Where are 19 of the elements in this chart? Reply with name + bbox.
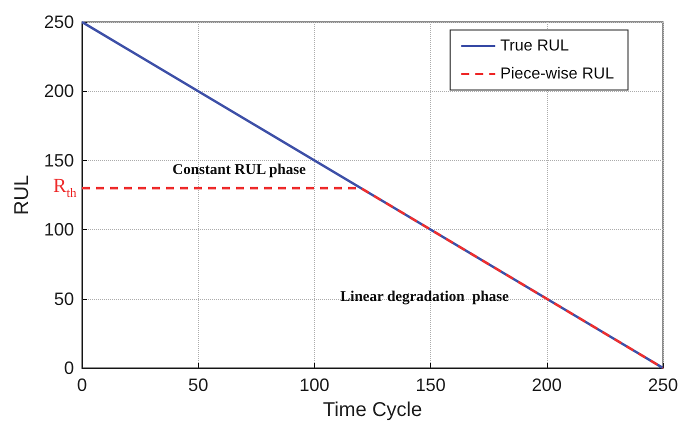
x-tick-label: 200	[532, 375, 562, 395]
text: R$_{th}$	[53, 174, 77, 201]
y-tick-label: 100	[44, 220, 74, 240]
x-tick-label: 250	[648, 375, 678, 395]
y-tick-label: 150	[44, 150, 74, 170]
y-tick-label: 200	[44, 81, 74, 102]
x-tick-label: 0	[76, 375, 88, 395]
y-tick-label: 50	[54, 288, 74, 309]
x-axis-title: Time Cycle	[322, 399, 422, 421]
y-tick-label: 0	[64, 358, 74, 378]
annotation: Linear degradation phase	[340, 288, 509, 306]
x-tick-label: 150	[416, 375, 446, 395]
annotation: Constant RUL phase	[172, 162, 306, 179]
x-tick-label: 100	[299, 375, 330, 395]
legend-label: True RUL	[500, 38, 570, 54]
y-tick-label: 250	[44, 12, 74, 32]
y-axis-title: RUL	[11, 174, 33, 216]
legend-label: Piece-wise RUL	[500, 66, 614, 82]
x-tick-label: 50	[188, 375, 208, 395]
